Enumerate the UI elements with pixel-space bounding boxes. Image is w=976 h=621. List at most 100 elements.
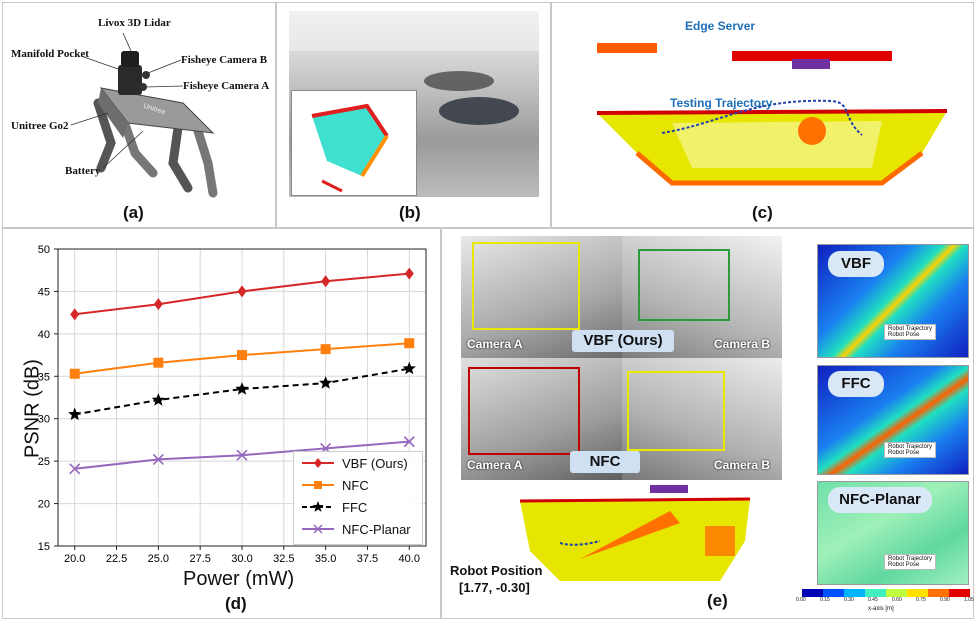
x-tick-label: 25.0 bbox=[148, 553, 169, 565]
colorbar-tick-label: 0.45 bbox=[868, 597, 878, 603]
panel-c-label: (c) bbox=[752, 203, 773, 222]
data-point-3-2 bbox=[236, 449, 248, 461]
legend-label: NFC-Planar bbox=[342, 521, 411, 537]
callout-unitree-go2: Unitree Go2 bbox=[11, 120, 69, 132]
legend-entry: FFC bbox=[294, 496, 422, 518]
heatmap-legend-pose: Robot Pose bbox=[888, 332, 920, 338]
y-tick-label: 20 bbox=[38, 499, 50, 511]
panel-a: Livox 3D Lidar Manifold Pocket Fisheye C… bbox=[2, 2, 276, 228]
roi-box-green-b bbox=[638, 249, 730, 321]
legend-label: VBF (Ours) bbox=[342, 455, 408, 471]
colorbar-tick-label: 0.60 bbox=[892, 597, 902, 603]
x-axis-label: Power (mW) bbox=[183, 568, 295, 590]
colorbar-segment bbox=[844, 589, 865, 597]
callout-lidar: Livox 3D Lidar bbox=[98, 17, 171, 29]
data-point-1-1 bbox=[153, 357, 164, 368]
colorbar-ticks: 0.00 0.15 0.30 0.45 0.60 0.75 0.90 1.05 bbox=[796, 597, 976, 605]
callout-battery: Battery bbox=[65, 165, 101, 177]
heatmap-title-vbf: VBF bbox=[828, 251, 884, 277]
data-point-3-1 bbox=[152, 453, 164, 466]
x-tick-label: 30.0 bbox=[231, 553, 252, 565]
callout-fisheye-b: Fisheye Camera B bbox=[181, 54, 268, 66]
heatmap-legend-trajectory: Robot Trajectory bbox=[888, 326, 933, 332]
legend-entry: VBF (Ours) bbox=[294, 452, 422, 474]
robot-illustration bbox=[70, 32, 218, 198]
x-tick-label: 20.0 bbox=[64, 553, 85, 565]
heatmap-legend-ffc: Robot Trajectory Robot Pose bbox=[884, 442, 937, 458]
x-tick-label: 37.5 bbox=[357, 553, 378, 565]
edge-server-label: Edge Server bbox=[685, 19, 756, 33]
legend-label: NFC bbox=[342, 477, 369, 493]
robot-position-value: [1.77, -0.30] bbox=[459, 580, 530, 595]
colorbar-tick-label: 0.75 bbox=[916, 597, 926, 603]
colorbar-segment bbox=[949, 589, 970, 597]
camera-a-label-bottom: Camera A bbox=[467, 458, 523, 472]
heatmap-title-nfc-planar: NFC-Planar bbox=[828, 487, 932, 513]
colorbar-label: x-axis [m] bbox=[868, 606, 894, 612]
panel-e: Camera A Camera B Camera A Camera B VBF … bbox=[441, 228, 974, 619]
data-point-2-0 bbox=[68, 407, 82, 421]
colorbar-tick-label: 0.30 bbox=[844, 597, 854, 603]
legend-swatch bbox=[302, 458, 334, 468]
data-point-0-3 bbox=[321, 275, 331, 288]
camera-image-nfc-b bbox=[622, 358, 782, 480]
inset-occupancy-map bbox=[291, 90, 417, 196]
panel-b: (b) bbox=[276, 2, 551, 228]
y-tick-label: 30 bbox=[38, 414, 50, 426]
panel-d-label: (d) bbox=[225, 594, 247, 613]
heatmap-legend-pose: Robot Pose bbox=[888, 562, 920, 568]
heatmap-legend-nfc-planar: Robot Trajectory Robot Pose bbox=[884, 554, 937, 570]
panel-c: Edge Server Testing Trajectory (c) bbox=[551, 2, 974, 228]
callout-fisheye-a: Fisheye Camera A bbox=[183, 80, 270, 92]
colorbar-segment bbox=[865, 589, 886, 597]
y-tick-label: 15 bbox=[38, 541, 50, 553]
vbf-tag: VBF (Ours) bbox=[572, 330, 674, 352]
panel-a-label: (a) bbox=[123, 203, 144, 222]
colorbar-segment bbox=[886, 589, 907, 597]
data-point-1-0 bbox=[69, 368, 80, 379]
robot-position-label: Robot Position bbox=[450, 563, 543, 578]
x-tick-label: 27.5 bbox=[189, 553, 210, 565]
heatmap-legend-pose: Robot Pose bbox=[888, 450, 920, 456]
y-tick-label: 50 bbox=[38, 244, 50, 256]
legend-swatch bbox=[302, 524, 334, 534]
data-point-0-1 bbox=[153, 298, 163, 311]
pointcloud-shapes bbox=[289, 11, 539, 125]
x-tick-label: 32.5 bbox=[273, 553, 294, 565]
data-point-1-4 bbox=[404, 338, 415, 349]
legend-swatch bbox=[302, 481, 334, 489]
data-point-2-2 bbox=[235, 382, 249, 395]
x-tick-label: 22.5 bbox=[106, 553, 127, 565]
data-point-1-2 bbox=[237, 350, 247, 361]
data-point-0-0 bbox=[70, 308, 80, 321]
camera-a-label-top: Camera A bbox=[467, 337, 523, 351]
data-point-2-4 bbox=[402, 361, 416, 375]
colorbar-segment bbox=[823, 589, 844, 597]
panel-d: 15 20 25 30 35 40 45 50 20.0 22.5 25.0 27.5 30.0 32.5… bbox=[2, 228, 441, 619]
colorbar-tick-label: 0.00 bbox=[796, 597, 806, 603]
testing-trajectory-label: Testing Trajectory bbox=[670, 96, 773, 110]
y-axis-label: PSNR (dB) bbox=[21, 359, 44, 458]
heatmap-title-ffc: FFC bbox=[828, 371, 884, 397]
colorbar-tick-label: 0.90 bbox=[940, 597, 950, 603]
colorbar-tick-label: 0.15 bbox=[820, 597, 830, 603]
roi-box-yellow-b bbox=[627, 371, 725, 451]
roi-box-red-a bbox=[468, 367, 580, 455]
data-point-0-2 bbox=[237, 285, 247, 298]
panel-e-label: (e) bbox=[707, 591, 728, 610]
colorbar-segment bbox=[802, 589, 823, 597]
robot-position-map bbox=[519, 485, 751, 581]
panel-b-label: (b) bbox=[399, 203, 421, 222]
x-tick-label: 35.0 bbox=[315, 553, 336, 565]
y-tick-label: 35 bbox=[38, 371, 50, 383]
legend-entry: NFC-Planar bbox=[294, 518, 422, 540]
nfc-tag: NFC bbox=[570, 451, 640, 473]
data-point-2-1 bbox=[151, 393, 165, 406]
data-point-3-4 bbox=[403, 436, 415, 448]
series-line-2 bbox=[74, 367, 410, 416]
y-tick-label: 45 bbox=[38, 286, 50, 298]
data-point-0-4 bbox=[404, 267, 414, 280]
x-tick-label: 40.0 bbox=[399, 553, 420, 565]
colorbar-segment bbox=[907, 589, 928, 597]
chart-legend: VBF (Ours) NFC FFC NFC-Planar bbox=[293, 451, 423, 545]
